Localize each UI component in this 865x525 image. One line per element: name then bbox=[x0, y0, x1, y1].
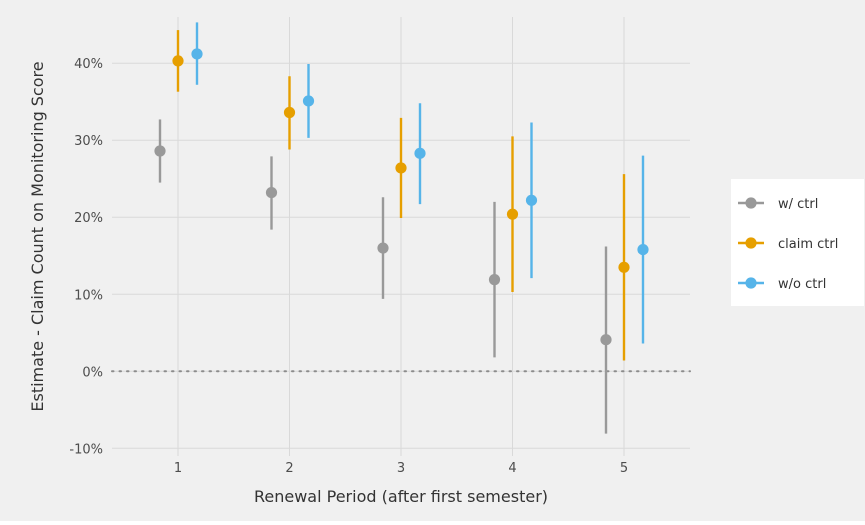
data-point bbox=[506, 208, 519, 220]
legend-label: w/ ctrl bbox=[778, 197, 818, 212]
legend: w/ ctrl claim ctrl w/o ctrl bbox=[731, 179, 864, 306]
legend-item: w/o ctrl bbox=[738, 277, 826, 292]
y-tick-label: 0% bbox=[82, 365, 103, 380]
data-point bbox=[283, 106, 296, 119]
series-1 bbox=[154, 119, 612, 434]
data-point bbox=[154, 145, 166, 157]
data-point bbox=[525, 194, 538, 206]
x-tick-label: 3 bbox=[397, 461, 405, 476]
series-layer bbox=[154, 22, 649, 434]
series-3 bbox=[191, 22, 649, 344]
legend-key-point bbox=[745, 197, 757, 209]
data-point bbox=[600, 334, 612, 346]
y-tick-label: 10% bbox=[74, 288, 103, 303]
y-tick-label: 30% bbox=[74, 134, 103, 149]
legend-label: w/o ctrl bbox=[778, 277, 826, 292]
x-tick-label: 2 bbox=[285, 461, 293, 476]
legend-item: claim ctrl bbox=[738, 237, 838, 252]
data-point bbox=[637, 243, 649, 256]
legend-item: w/ ctrl bbox=[738, 197, 818, 212]
x-tick-label: 4 bbox=[508, 461, 516, 476]
data-point bbox=[302, 95, 315, 107]
data-point bbox=[414, 147, 426, 159]
data-point bbox=[377, 242, 389, 254]
legend-key-point bbox=[745, 237, 757, 249]
data-point bbox=[172, 55, 184, 67]
data-point bbox=[618, 261, 630, 273]
x-tick-label: 1 bbox=[174, 461, 182, 476]
axis-layer: -10% 0% 10% 20% 30% 40% 1 2 3 4 5 Renewal Period (a… bbox=[28, 57, 628, 506]
series-2 bbox=[172, 30, 630, 361]
x-tick-label: 5 bbox=[620, 461, 628, 476]
legend-key-point bbox=[745, 277, 757, 289]
data-point bbox=[191, 48, 203, 60]
y-tick-label: 20% bbox=[74, 211, 103, 226]
x-axis-title: Renewal Period (after first semester) bbox=[254, 487, 548, 506]
legend-label: claim ctrl bbox=[778, 237, 838, 252]
y-tick-label: 40% bbox=[74, 57, 103, 72]
data-point bbox=[488, 274, 501, 286]
data-point bbox=[265, 187, 278, 199]
y-tick-label: -10% bbox=[69, 442, 103, 457]
y-axis-title: Estimate - Claim Count on Monitoring Sco… bbox=[28, 61, 47, 411]
data-point bbox=[395, 162, 407, 174]
